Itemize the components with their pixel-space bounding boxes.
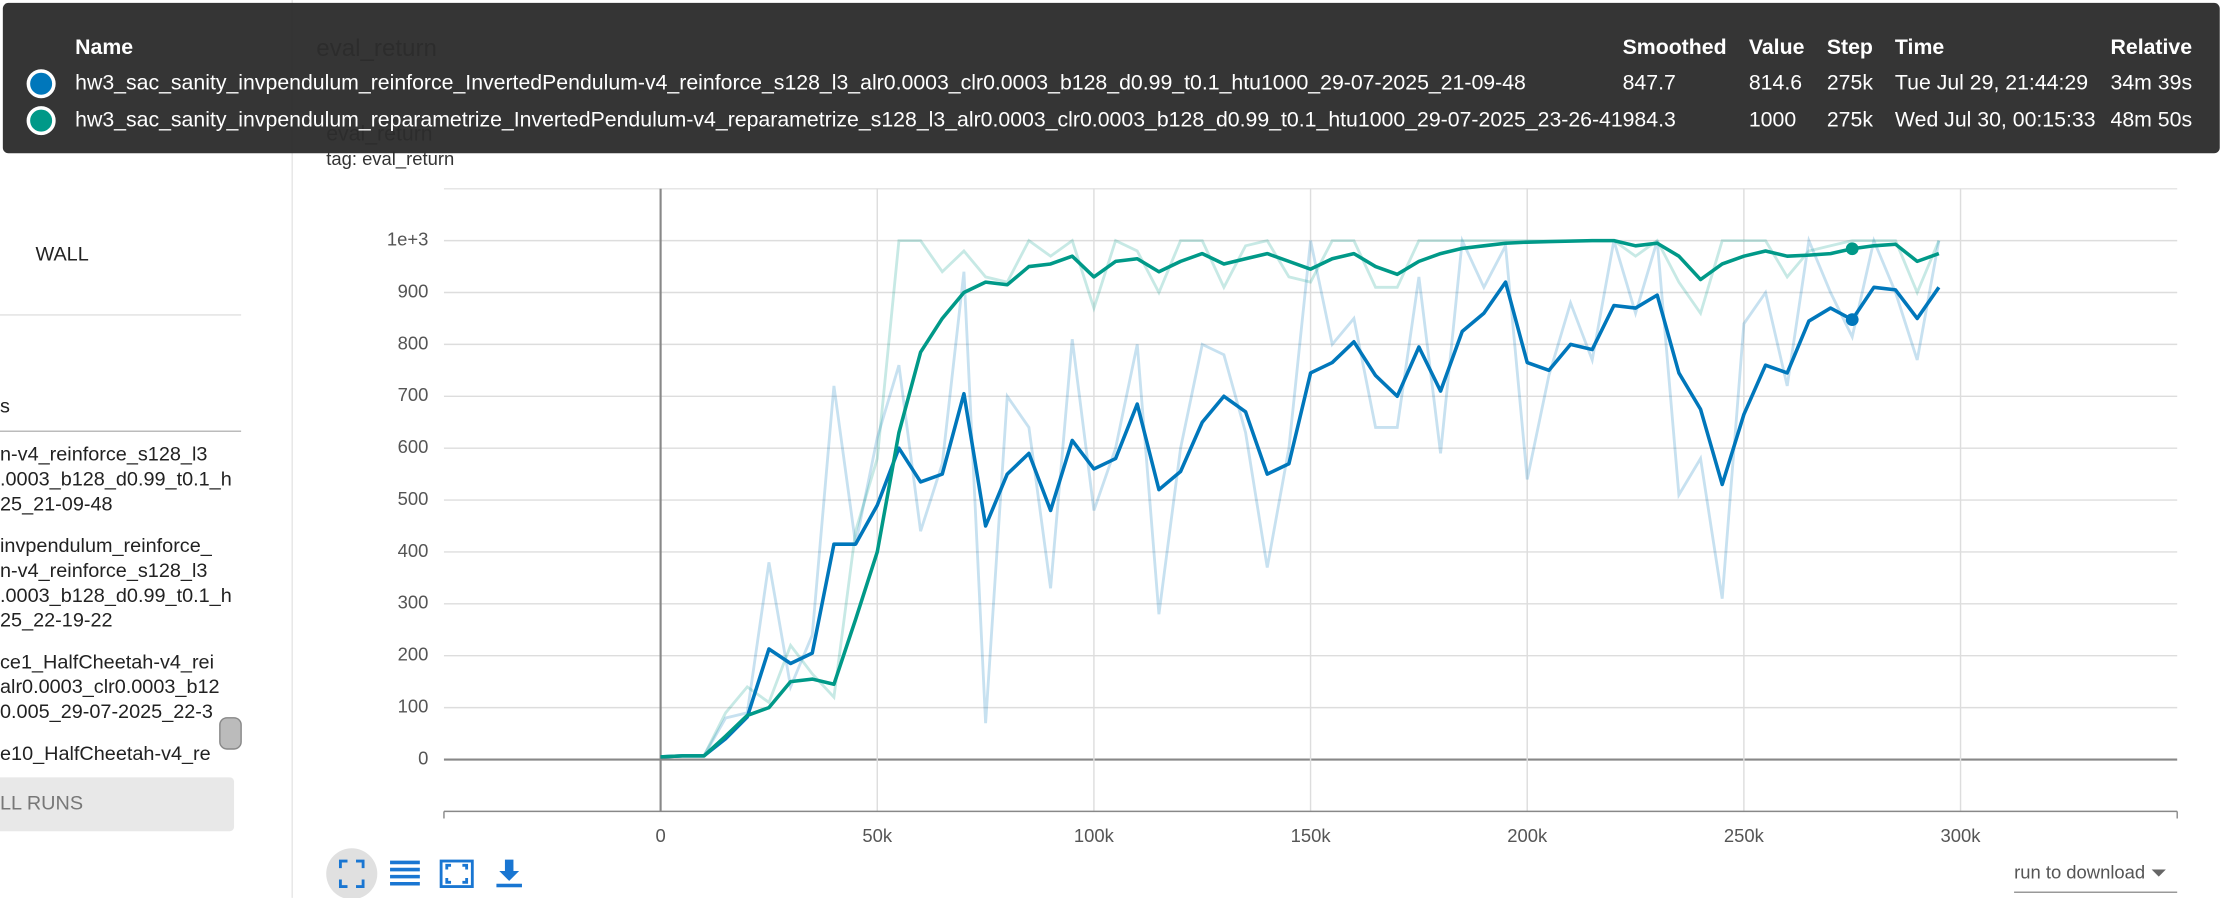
run-name-line: .0003_b128_d0.99_t0.1_h bbox=[0, 585, 232, 607]
y-tick-label: 800 bbox=[398, 332, 429, 353]
smoothed: 984.3 bbox=[1623, 107, 1676, 131]
run-list[interactable]: n-v4_reinforce_s128_l3.0003_b128_d0.99_t… bbox=[0, 444, 232, 765]
sidebar: WALL s n-v4_reinforce_s128_l3.0003_b128_… bbox=[0, 244, 242, 832]
y-tick-label: 200 bbox=[398, 644, 429, 665]
run-name-line: ce1_HalfCheetah-v4_rei bbox=[0, 651, 214, 673]
smoothed-line bbox=[660, 238, 1940, 759]
button[interactable] bbox=[0, 777, 235, 832]
tooltip-header: Name bbox=[75, 35, 133, 59]
section-label: s bbox=[0, 395, 10, 417]
download-select[interactable]: run to download bbox=[2014, 862, 2145, 883]
x-tick-label: 100k bbox=[1074, 825, 1115, 846]
step: 275k bbox=[1827, 70, 1873, 94]
run-name-line: n-v4_reinforce_s128_l3 bbox=[0, 444, 207, 466]
y-tick-label: 600 bbox=[398, 436, 429, 457]
tooltip: Name Smoothed Value Step Time Relative hw3_sac… bbox=[2, 2, 2220, 154]
run-name-line: 25_21-09-48 bbox=[0, 493, 113, 515]
tooltip-header: Step bbox=[1827, 35, 1873, 59]
raw-line bbox=[660, 238, 1941, 759]
relative: 48m 50s bbox=[2111, 107, 2193, 131]
smoothed: 847.7 bbox=[1623, 70, 1676, 94]
tooltip-header: Relative bbox=[2111, 35, 2193, 59]
tooltip-header: Time bbox=[1895, 35, 1944, 59]
fullscreen-icon[interactable] bbox=[338, 859, 365, 888]
value: 1000 bbox=[1749, 107, 1796, 131]
scrollbar[interactable] bbox=[219, 717, 242, 750]
run-name-line: 25_22-19-22 bbox=[0, 610, 113, 632]
tooltip-header: Value bbox=[1749, 35, 1805, 59]
x-tick-label: 250k bbox=[1724, 825, 1765, 846]
value: 814.6 bbox=[1749, 70, 1802, 94]
y-tick-label: 900 bbox=[398, 280, 429, 301]
hover-point bbox=[1845, 242, 1859, 256]
run-name-line: 0.005_29-07-2025_22-3 bbox=[0, 701, 213, 723]
button-label: LL RUNS bbox=[0, 793, 83, 815]
run-color-dot bbox=[26, 69, 56, 99]
smoothed-line bbox=[660, 280, 1941, 759]
run-name-line: n-v4_reinforce_s128_l3 bbox=[0, 560, 207, 582]
chart-subtitle: tag: eval_return bbox=[326, 148, 454, 170]
run-name-line: alr0.0003_clr0.0003_b12 bbox=[0, 676, 220, 698]
y-tick-label: 500 bbox=[398, 488, 429, 509]
tooltip-bg bbox=[2, 2, 2220, 154]
list-icon[interactable] bbox=[390, 860, 420, 886]
hover-point bbox=[1845, 313, 1859, 327]
x-tick-label: 300k bbox=[1941, 825, 1982, 846]
wall-label: WALL bbox=[35, 244, 88, 266]
relative: 34m 39s bbox=[2111, 70, 2193, 94]
step: 275k bbox=[1827, 107, 1873, 131]
time: Wed Jul 30, 00:15:33 bbox=[1895, 107, 2096, 131]
x-tick-label: 200k bbox=[1507, 825, 1548, 846]
y-tick-label: 700 bbox=[398, 384, 429, 405]
y-tick-label: 1e+3 bbox=[387, 228, 429, 249]
fit-icon[interactable] bbox=[439, 859, 474, 888]
run-name-line: e10_HalfCheetah-v4_re bbox=[0, 743, 211, 765]
tooltip-header: Smoothed bbox=[1623, 35, 1727, 59]
x-tick-label: 50k bbox=[862, 825, 892, 846]
x-tick-label: 150k bbox=[1291, 825, 1332, 846]
run-color-dot bbox=[26, 106, 56, 136]
run-name: hw3_sac_sanity_invpendulum_reparametrize… bbox=[75, 107, 1623, 131]
x-tick-label: 0 bbox=[655, 825, 665, 846]
run-name-line: .0003_b128_d0.99_t0.1_h bbox=[0, 468, 232, 490]
run-name: hw3_sac_sanity_invpendulum_reinforce_Inv… bbox=[75, 70, 1526, 94]
y-tick-label: 300 bbox=[398, 592, 429, 613]
download-icon[interactable] bbox=[496, 859, 522, 888]
icon-bg bbox=[326, 848, 378, 898]
dropdown-arrow[interactable] bbox=[2151, 869, 2166, 877]
y-tick-label: 100 bbox=[398, 695, 429, 716]
y-tick-label: 400 bbox=[398, 540, 429, 561]
y-tick-label: 0 bbox=[418, 747, 428, 768]
toolbar: run to download bbox=[326, 848, 2178, 898]
plot: 0 100 200 300 400 500 600 700 800 900 1e+3 0 50k 100k… bbox=[387, 188, 2178, 846]
time: Tue Jul 29, 21:44:29 bbox=[1895, 70, 2088, 94]
raw-line bbox=[660, 235, 1941, 759]
run-name-line: invpendulum_reinforce_ bbox=[0, 535, 213, 557]
